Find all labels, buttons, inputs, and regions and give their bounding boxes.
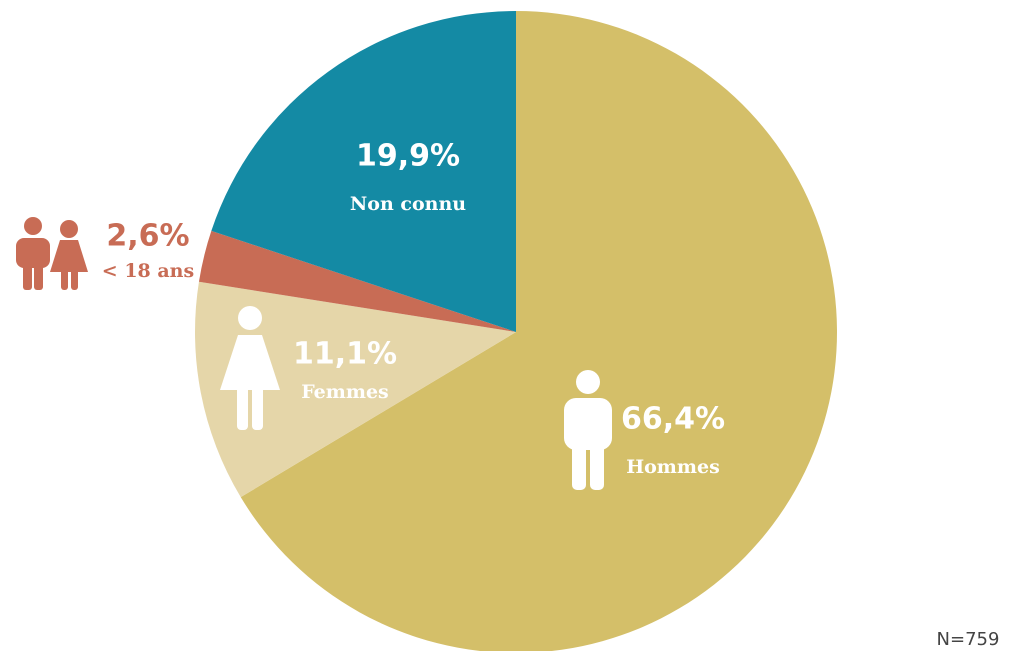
children-icon — [16, 217, 88, 290]
category-label: Non connu — [350, 193, 466, 215]
category-label: Hommes — [626, 456, 720, 478]
pie-slice — [240, 11, 837, 651]
category-label: Femmes — [301, 381, 389, 403]
woman-icon — [220, 306, 280, 430]
pie-slice — [211, 11, 516, 332]
man-icon — [564, 370, 612, 490]
annotation: N=759 — [937, 629, 1000, 650]
pie-slice — [195, 281, 516, 498]
category-label: < 18 ans — [102, 260, 194, 282]
pie — [195, 11, 837, 651]
value-label: 2,6% — [106, 219, 189, 254]
pie-slice — [198, 230, 517, 332]
value-label: 11,1% — [293, 337, 397, 372]
icons — [16, 217, 612, 490]
value-label: 19,9% — [356, 139, 460, 174]
value-label: 66,4% — [621, 402, 725, 437]
